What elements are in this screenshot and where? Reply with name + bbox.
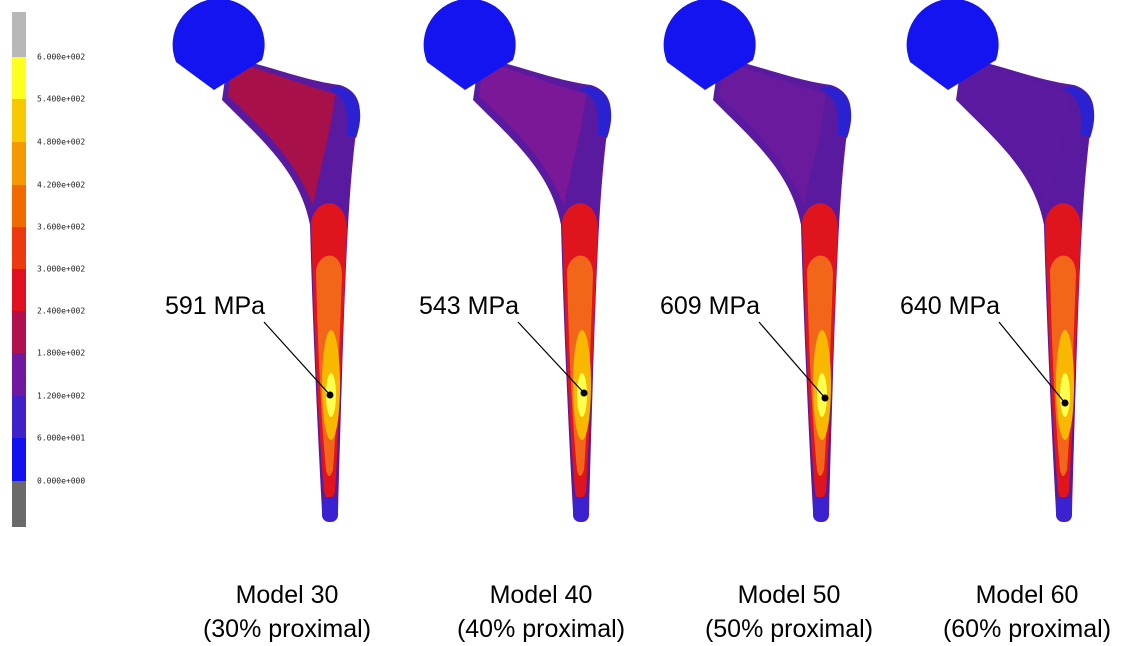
model-name: Model 30 <box>236 581 339 609</box>
color-legend: 6.000e+002 5.400e+002 4.800e+002 4.200e+002… <box>12 12 85 527</box>
legend-band <box>12 269 26 311</box>
legend-label: 1.800e+002 <box>37 349 85 358</box>
implant: 640 MPa Model 60 (60% proximal) <box>900 0 1111 643</box>
model-subtitle: (60% proximal) <box>943 615 1111 643</box>
legend-band <box>12 311 26 353</box>
model-subtitle: (50% proximal) <box>705 615 873 643</box>
implant: 543 MPa Model 40 (40% proximal) <box>419 0 625 643</box>
implant: 609 MPa Model 50 (50% proximal) <box>660 0 873 643</box>
model-subtitle: (40% proximal) <box>457 615 625 643</box>
legend-band <box>12 142 26 185</box>
legend-band <box>12 353 26 396</box>
legend-label: 5.400e+002 <box>37 95 85 104</box>
implant-shape <box>173 0 361 522</box>
implant: 591 MPa Model 30 (30% proximal) <box>165 0 371 643</box>
stem-tip <box>813 497 829 522</box>
legend-band <box>12 438 26 481</box>
stem-tip <box>322 497 338 522</box>
legend-band <box>12 227 26 269</box>
legend-band <box>12 99 26 142</box>
legend-label: 4.800e+002 <box>37 138 85 147</box>
implant-shape <box>424 0 612 522</box>
stem-tip <box>573 497 589 522</box>
implant-shape <box>664 0 852 522</box>
legend-band <box>12 396 26 438</box>
leader-dot <box>1062 400 1069 407</box>
stress-yellow <box>1060 373 1070 417</box>
stress-annotation: 591 MPa <box>165 292 265 320</box>
leader-dot <box>822 395 829 402</box>
legend-band <box>12 185 26 227</box>
legend-label: 3.600e+002 <box>37 223 85 232</box>
model-name: Model 60 <box>976 581 1079 609</box>
legend-label: 1.200e+002 <box>37 392 85 401</box>
figure: 6.000e+002 5.400e+002 4.800e+002 4.200e+002… <box>0 0 1126 646</box>
legend-label: 3.000e+002 <box>37 265 85 274</box>
legend-label: 2.400e+002 <box>37 307 85 316</box>
page: 6.000e+002 5.400e+002 4.800e+002 4.200e+002… <box>0 0 1126 646</box>
model-subtitle: (30% proximal) <box>203 615 371 643</box>
model-name: Model 50 <box>738 581 841 609</box>
model-name: Model 40 <box>490 581 593 609</box>
stress-annotation: 640 MPa <box>900 292 1000 320</box>
stress-annotation: 609 MPa <box>660 292 760 320</box>
leader-dot <box>581 390 588 397</box>
legend-band <box>12 57 26 99</box>
leader-dot <box>327 392 334 399</box>
stem-tip <box>1056 497 1072 522</box>
legend-label: 4.200e+002 <box>37 181 85 190</box>
legend-label: 0.000e+000 <box>37 477 85 486</box>
implant-shape <box>907 0 1095 522</box>
legend-label: 6.000e+002 <box>37 53 85 62</box>
legend-band <box>12 12 26 57</box>
legend-label: 6.000e+001 <box>37 434 85 443</box>
stress-annotation: 543 MPa <box>419 292 519 320</box>
legend-band <box>12 481 26 527</box>
